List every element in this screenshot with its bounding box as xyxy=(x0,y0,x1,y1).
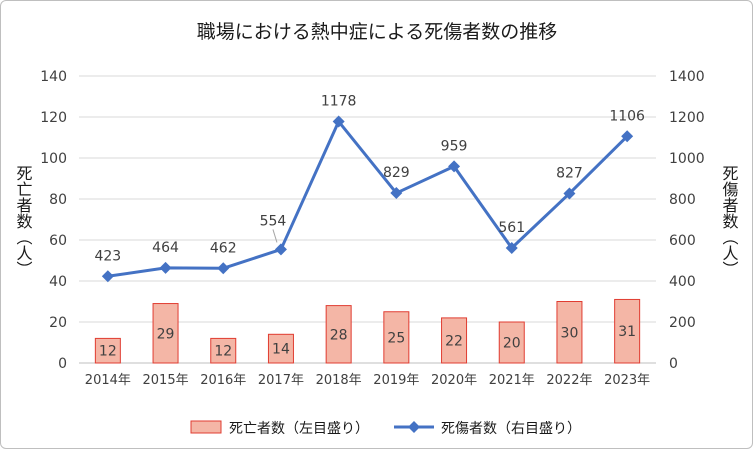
line-value-label: 423 xyxy=(94,248,121,264)
bar-value-label: 28 xyxy=(330,327,348,343)
x-tick-label: 2014年 xyxy=(85,373,131,388)
x-axis-ticks: 2014年 2015年 2016年 2017年 2018年 2019年 2020年 2021年… xyxy=(85,373,650,388)
line-marker xyxy=(505,241,518,254)
left-tick-label: 60 xyxy=(49,233,67,249)
line-series: 423 464 462 554 1178 829 959 561 827 1106 xyxy=(94,94,645,283)
line-value-label: 827 xyxy=(556,165,583,181)
line-value-label: 462 xyxy=(210,240,237,256)
legend-bar-swatch xyxy=(190,420,222,434)
chart-title: 職場における熱中症による死傷者数の推移 xyxy=(197,21,557,43)
line-value-label: 561 xyxy=(498,220,525,236)
legend-line-label: 死傷者数（右目盛り） xyxy=(441,421,581,437)
line-marker xyxy=(217,262,230,275)
right-tick-label: 400 xyxy=(669,274,696,290)
line-marker xyxy=(563,187,576,200)
right-tick-label: 0 xyxy=(669,356,678,372)
left-tick-label: 0 xyxy=(58,356,67,372)
line-value-label: 829 xyxy=(383,165,410,181)
x-tick-label: 2023年 xyxy=(604,373,650,388)
x-tick-label: 2016年 xyxy=(200,373,246,388)
right-tick-label: 1000 xyxy=(669,151,705,167)
right-tick-label: 800 xyxy=(669,192,696,208)
x-tick-label: 2020年 xyxy=(431,373,477,388)
bar-value-label: 20 xyxy=(503,336,521,352)
bar xyxy=(152,303,179,364)
right-tick-label: 600 xyxy=(669,233,696,249)
left-axis-ticks: 0 20 40 60 80 100 120 140 xyxy=(40,69,67,372)
left-tick-label: 40 xyxy=(49,274,67,290)
right-axis-ticks: 0 200 400 600 800 1000 1200 1400 xyxy=(669,69,705,372)
line-marker xyxy=(332,115,345,128)
bar-value-label: 14 xyxy=(272,342,290,358)
left-tick-label: 120 xyxy=(40,110,67,126)
bar-value-label: 29 xyxy=(157,326,175,342)
bar-value-label: 31 xyxy=(618,324,636,340)
bar xyxy=(498,321,525,364)
bar xyxy=(267,333,294,364)
line-marker xyxy=(448,160,461,173)
label-leader-line xyxy=(272,229,278,243)
left-tick-label: 80 xyxy=(49,192,67,208)
bar xyxy=(441,317,468,364)
bar-series: 12 29 12 14 28 25 22 20 30 31 xyxy=(94,298,641,364)
x-tick-label: 2018年 xyxy=(316,373,362,388)
x-tick-label: 2019年 xyxy=(373,373,419,388)
x-tick-label: 2021年 xyxy=(489,373,535,388)
bar xyxy=(94,337,121,364)
line-value-label: 1106 xyxy=(609,108,645,124)
x-tick-label: 2015年 xyxy=(143,373,189,388)
line-value-label: 959 xyxy=(441,138,468,154)
bar-value-label: 12 xyxy=(214,344,232,360)
legend-bar-label: 死亡者数（左目盛り） xyxy=(229,421,369,437)
line-marker xyxy=(159,261,172,274)
x-tick-label: 2017年 xyxy=(258,373,304,388)
line-marker xyxy=(274,243,287,256)
line-value-label: 554 xyxy=(260,213,287,229)
bar xyxy=(325,305,352,364)
bar xyxy=(210,337,237,364)
line-marker xyxy=(390,187,403,200)
left-tick-label: 140 xyxy=(40,69,67,85)
bar xyxy=(383,311,410,364)
left-tick-label: 20 xyxy=(49,315,67,331)
legend-line-marker xyxy=(408,421,420,433)
bar-value-label: 12 xyxy=(99,344,117,360)
bar xyxy=(556,301,583,364)
line-path xyxy=(107,120,629,278)
bar-value-label: 30 xyxy=(561,325,579,341)
right-axis-label: 死傷者数（人） xyxy=(720,165,739,277)
line-value-label: 464 xyxy=(152,240,179,256)
right-tick-label: 200 xyxy=(669,315,696,331)
right-tick-label: 1200 xyxy=(669,110,705,126)
x-tick-label: 2022年 xyxy=(546,373,592,388)
line-value-label: 1178 xyxy=(321,94,357,110)
line-marker xyxy=(101,270,114,283)
bar-value-label: 22 xyxy=(445,333,463,349)
left-tick-label: 100 xyxy=(40,151,67,167)
legend: 死亡者数（左目盛り） 死傷者数（右目盛り） xyxy=(190,420,581,437)
bar-value-label: 25 xyxy=(387,330,405,346)
right-tick-label: 1400 xyxy=(669,69,705,85)
line-marker xyxy=(621,130,634,143)
bar xyxy=(614,298,641,364)
left-axis-label: 死亡者数（人） xyxy=(14,165,33,277)
